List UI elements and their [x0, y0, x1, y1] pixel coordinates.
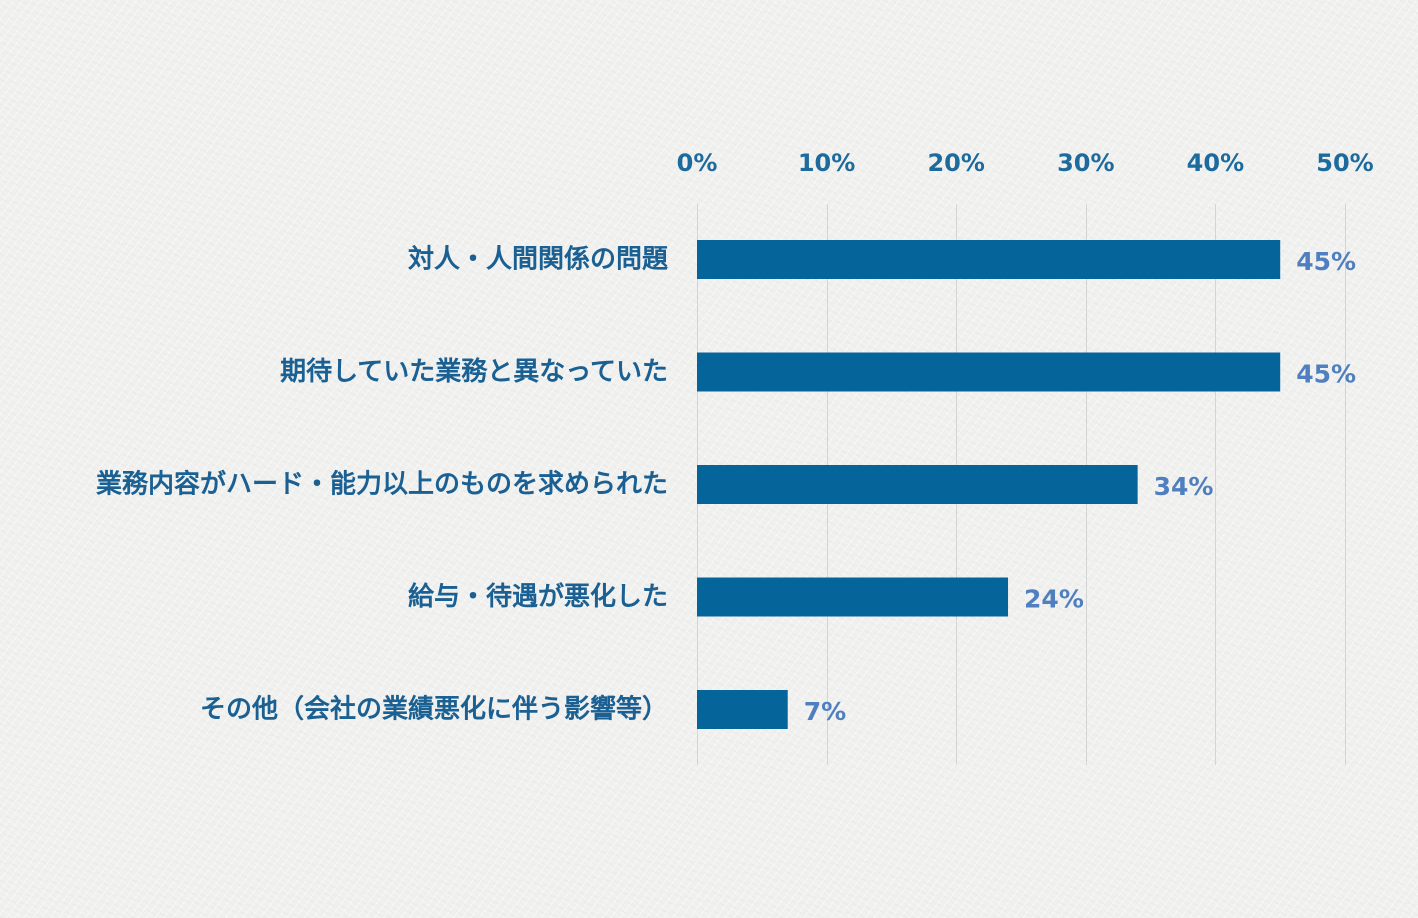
data-label: 45%: [1296, 247, 1356, 276]
bar: [697, 240, 1281, 279]
data-label: 34%: [1154, 472, 1214, 501]
category-label: 期待していた業務と異なっていた: [280, 357, 668, 387]
category-labels: 対人・人間関係の問題期待していた業務と異なっていた業務内容がハード・能力以上のも…: [96, 245, 669, 725]
data-label: 45%: [1296, 360, 1356, 389]
x-tick-label: 40%: [1187, 149, 1244, 177]
bars: [697, 240, 1281, 729]
data-label: 7%: [804, 697, 846, 726]
category-label: 業務内容がハード・能力以上のものを求められた: [96, 469, 668, 500]
bar: [697, 352, 1281, 392]
x-tick-label: 20%: [927, 149, 984, 177]
x-tick-label: 30%: [1057, 149, 1114, 177]
x-tick-label: 50%: [1316, 149, 1373, 177]
category-label: 給与・待遇が悪化した: [408, 581, 668, 612]
bar: [697, 465, 1138, 504]
category-label: 対人・人間関係の問題: [408, 245, 669, 275]
data-labels: 45% 45% 34% 24% 7%: [804, 247, 1356, 726]
bar: [697, 577, 1009, 617]
x-tick-label: 10%: [798, 149, 855, 177]
category-label: その他（会社の業績悪化に伴う影響等）: [200, 694, 668, 725]
data-label: 24%: [1024, 585, 1084, 614]
bar: [697, 690, 788, 729]
x-tick-label: 0%: [677, 149, 718, 177]
x-axis-tick-labels: 0% 10% 20% 30% 40% 50%: [677, 149, 1374, 177]
